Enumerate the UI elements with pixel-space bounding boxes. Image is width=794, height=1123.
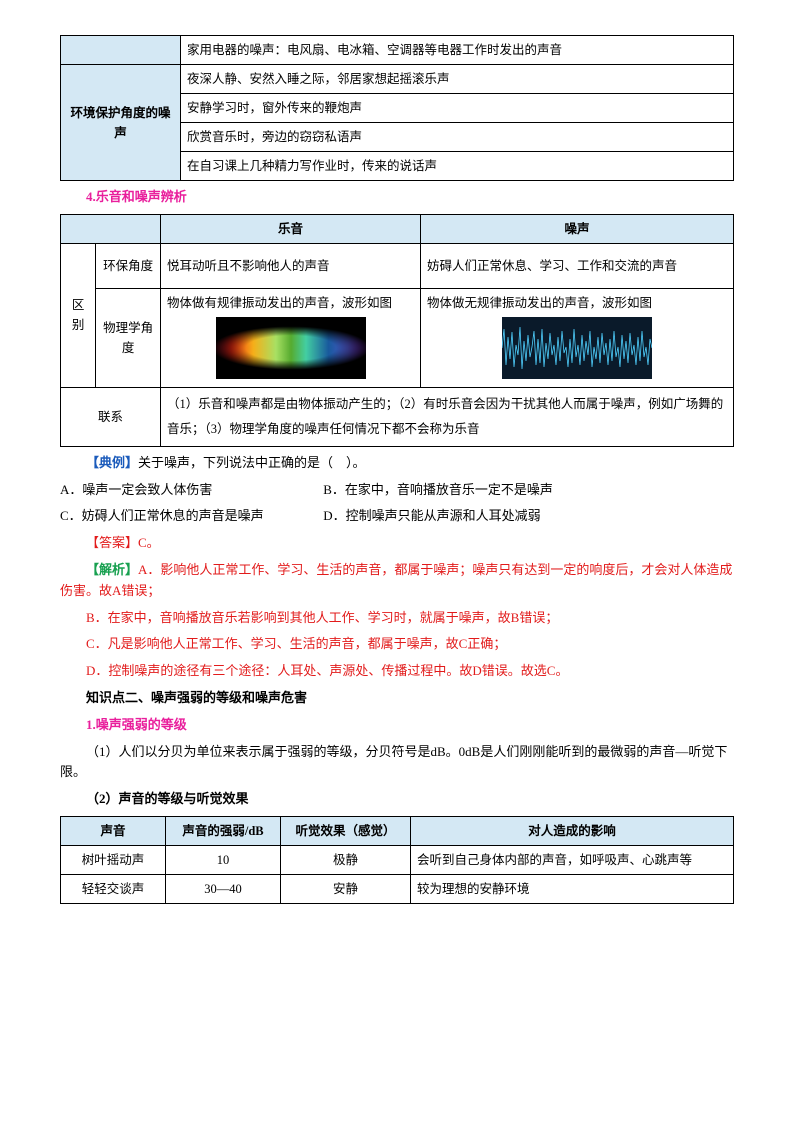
t2-link-label: 联系: [61, 387, 161, 446]
t3-r1c3: 极静: [281, 845, 411, 874]
noise-waveform-image: [502, 317, 652, 379]
explain-B: B．在家中，音响播放音乐若影响到其他人工作、学习时，就属于噪声，故B错误；: [60, 608, 734, 629]
para-p1: （1）人们以分贝为单位来表示属于强弱的等级，分贝符号是dB。0dB是人们刚刚能听…: [60, 742, 734, 784]
explain-D: D．控制噪声的途径有三个途径：人耳处、声源处、传播过程中。故D错误。故选C。: [60, 661, 734, 682]
t3-r1c4: 会听到自己身体内部的声音，如呼吸声、心跳声等: [411, 845, 734, 874]
t2-h1: 乐音: [161, 214, 421, 243]
t2-sub1: 环保角度: [96, 243, 161, 288]
t2-blank: [61, 214, 161, 243]
t3-r1c1: 树叶摇动声: [61, 845, 166, 874]
t2-h2: 噪声: [421, 214, 734, 243]
example-question: 【典例】关于噪声，下列说法中正确的是（ ）。: [60, 453, 734, 474]
t2-link-text: （1）乐音和噪声都是由物体振动产生的；（2）有时乐音会因为干扰其他人而属于噪声，…: [161, 387, 734, 446]
explain-C: C．凡是影响他人正常工作、学习、生活的声音，都属于噪声，故C正确；: [60, 634, 734, 655]
t1-r1: 夜深人静、安然入睡之际，邻居家想起摇滚乐声: [181, 65, 734, 94]
t3-r2c2: 30—40: [166, 874, 281, 903]
t3-h2: 声音的强弱/dB: [166, 816, 281, 845]
t3-r1c2: 10: [166, 845, 281, 874]
t3-h1: 声音: [61, 816, 166, 845]
t3-r2c1: 轻轻交谈声: [61, 874, 166, 903]
answer-line: 【答案】C。: [60, 533, 734, 554]
sound-level-table: 声音 声音的强弱/dB 听觉效果（感觉） 对人造成的影响 树叶摇动声 10 极静…: [60, 816, 734, 904]
t1-blank-header: [61, 36, 181, 65]
knowledge-point-2-heading: 知识点二、噪声强弱的等级和噪声危害: [60, 688, 734, 709]
rainbow-waveform-image: [216, 317, 366, 379]
t1-r4: 在自习课上几种精力写作业时，传来的说话声: [181, 152, 734, 181]
t1-r0: 家用电器的噪声：电风扇、电冰箱、空调器等电器工作时发出的声音: [181, 36, 734, 65]
t3-h3: 听觉效果（感觉）: [281, 816, 411, 845]
t2-c4: 物体做无规律振动发出的声音，波形如图: [421, 288, 734, 387]
environment-noise-table: 家用电器的噪声：电风扇、电冰箱、空调器等电器工作时发出的声音 环境保护角度的噪声…: [60, 35, 734, 181]
t2-c2: 妨碍人们正常休息、学习、工作和交流的声音: [421, 243, 734, 288]
music-noise-compare-table: 乐音 噪声 区别 环保角度 悦耳动听且不影响他人的声音 妨碍人们正常休息、学习、…: [60, 214, 734, 447]
para-p2: （2）声音的等级与听觉效果: [60, 789, 734, 810]
t3-h4: 对人造成的影响: [411, 816, 734, 845]
explain-A: 【解析】A．影响他人正常工作、学习、生活的声音，都属于噪声；噪声只有达到一定的响…: [60, 560, 734, 602]
sub-heading-1: 1.噪声强弱的等级: [60, 715, 734, 736]
t2-c1: 悦耳动听且不影响他人的声音: [161, 243, 421, 288]
t1-label: 环境保护角度的噪声: [61, 65, 181, 181]
t3-r2c4: 较为理想的安静环境: [411, 874, 734, 903]
t2-sub2: 物理学角度: [96, 288, 161, 387]
example-tag: 【典例】: [86, 455, 138, 470]
heading-4: 4.乐音和噪声辨析: [60, 187, 734, 208]
example-options-2: C．妨碍人们正常休息的声音是噪声 D．控制噪声只能从声源和人耳处减弱: [60, 506, 734, 527]
t1-r3: 欣赏音乐时，旁边的窃窃私语声: [181, 123, 734, 152]
t3-r2c3: 安静: [281, 874, 411, 903]
t2-diff-label: 区别: [61, 243, 96, 387]
example-options: A．噪声一定会致人体伤害 B．在家中，音响播放音乐一定不是噪声: [60, 480, 734, 501]
t1-r2: 安静学习时，窗外传来的鞭炮声: [181, 94, 734, 123]
t2-c3: 物体做有规律振动发出的声音，波形如图: [161, 288, 421, 387]
